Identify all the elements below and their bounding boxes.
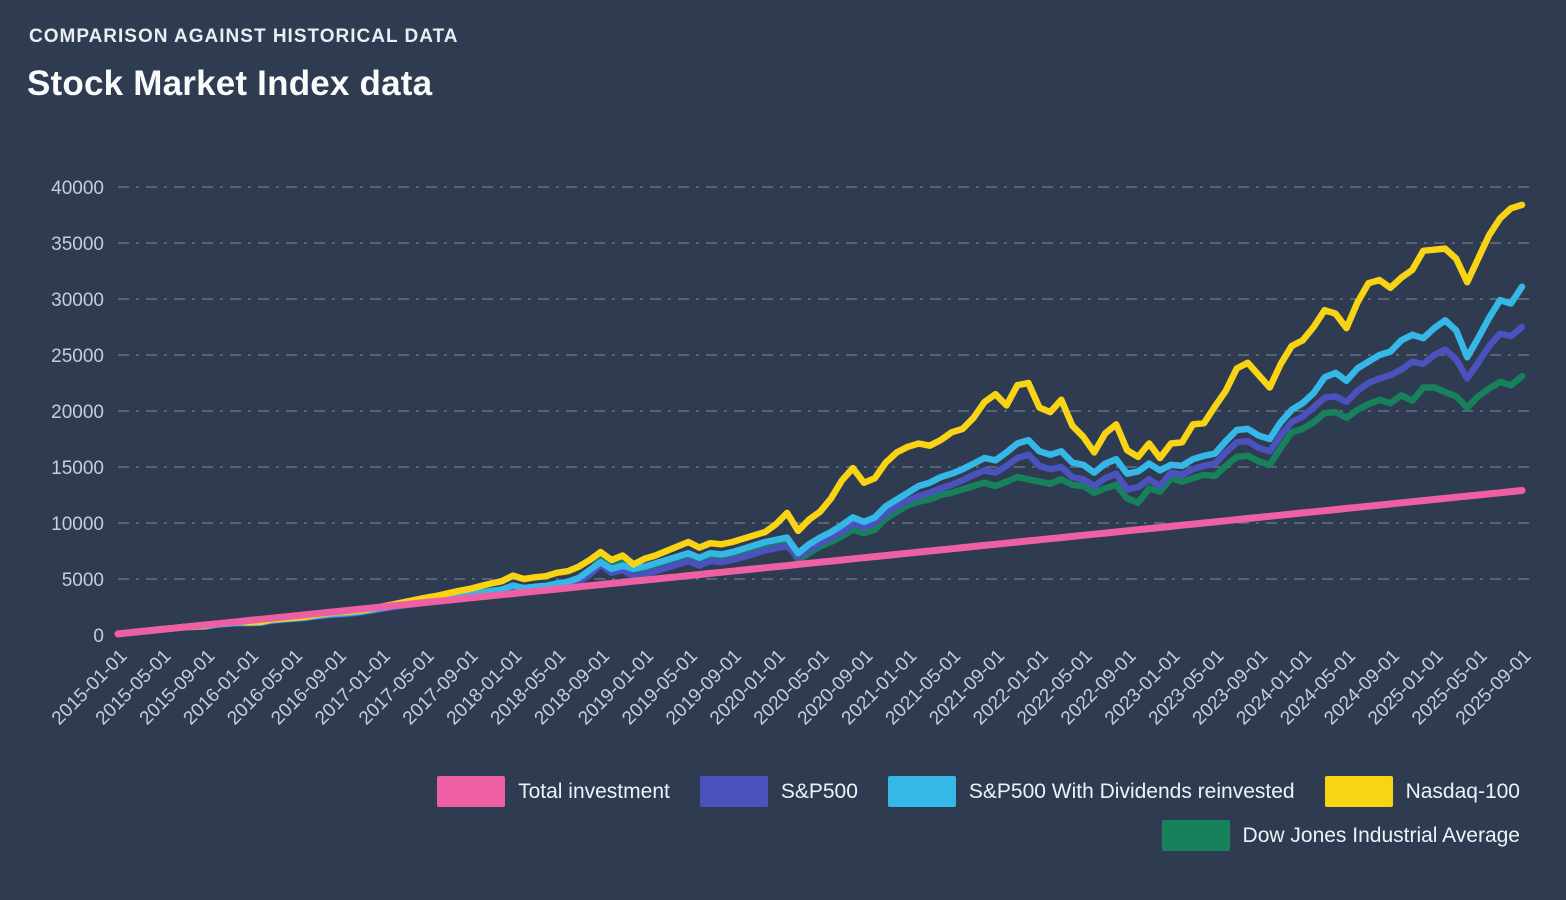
legend-item-dow-jones-industrial-average[interactable]: Dow Jones Industrial Average	[1161, 820, 1520, 851]
legend-swatch-nasdaq-100	[1324, 776, 1393, 807]
y-axis-label-40000: 40000	[51, 178, 104, 199]
y-axis-label-10000: 10000	[51, 514, 104, 535]
y-axis-label-30000: 30000	[51, 290, 104, 311]
y-axis-label-35000: 35000	[51, 234, 104, 255]
legend-item-s-p500[interactable]: S&P500	[699, 776, 858, 807]
legend-swatch-total-investment	[437, 776, 506, 807]
series-line-nasdaq-100[interactable]	[114, 201, 1526, 638]
chart-title: Stock Market Index data	[27, 64, 433, 103]
series-line-s-p500[interactable]	[114, 323, 1526, 638]
legend-label-nasdaq-100: Nasdaq-100	[1405, 779, 1520, 803]
legend-label-s-p500: S&P500	[780, 779, 858, 803]
y-axis-label-15000: 15000	[51, 458, 104, 479]
legend-item-s-p500-with-dividends-reinvested[interactable]: S&P500 With Dividends reinvested	[887, 776, 1295, 807]
chart-legend: Total investment S&P500 S&P500 With Divide…	[260, 776, 1520, 851]
series-line-s-p500-with-dividends-reinvested[interactable]	[114, 283, 1526, 638]
y-axis-label-0: 0	[93, 626, 104, 647]
legend-label-total-investment: Total investment	[518, 779, 670, 803]
legend-swatch-dow-jones-industrial-average	[1161, 820, 1230, 851]
y-axis-label-20000: 20000	[51, 402, 104, 423]
legend-item-total-investment[interactable]: Total investment	[437, 776, 670, 807]
legend-label-s-p500-with-dividends-reinvested: S&P500 With Dividends reinvested	[968, 779, 1295, 803]
legend-item-nasdaq-100[interactable]: Nasdaq-100	[1324, 776, 1520, 807]
legend-label-dow-jones-industrial-average: Dow Jones Industrial Average	[1242, 823, 1520, 847]
y-axis-label-5000: 5000	[62, 570, 104, 591]
legend-swatch-s-p500	[699, 776, 768, 807]
chart-eyebrow: COMPARISON AGAINST HISTORICAL DATA	[29, 26, 459, 47]
y-axis-label-25000: 25000	[51, 346, 104, 367]
series-line-total-investment[interactable]	[114, 487, 1526, 638]
series-line-dow-jones-industrial-average[interactable]	[114, 373, 1526, 638]
legend-swatch-s-p500-with-dividends-reinvested	[887, 776, 956, 807]
